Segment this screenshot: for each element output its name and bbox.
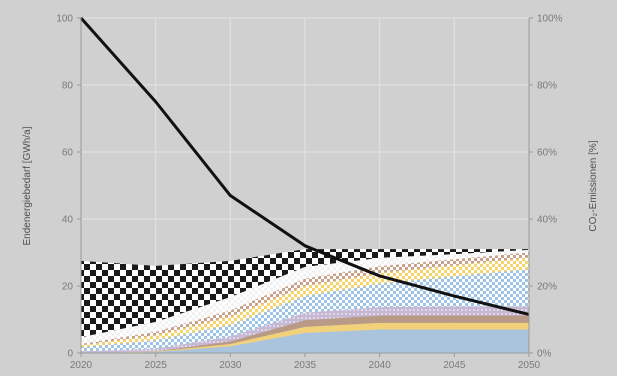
- area-series-5: [81, 269, 529, 352]
- y-tick-right: 100%: [537, 14, 563, 25]
- x-tick: 2035: [294, 360, 317, 371]
- y-tick-left: 0: [67, 349, 73, 360]
- area-series-2: [81, 322, 529, 353]
- area-series-8: [81, 249, 529, 344]
- y-axis-label-left: Endenergiebedarf [GWh/a]: [22, 126, 33, 245]
- y-axis-label-right: CO₂-Emissionen [%]: [588, 140, 599, 231]
- x-tick: 2040: [369, 360, 392, 371]
- y-tick-right: 40%: [537, 215, 557, 226]
- x-tick: 2020: [70, 360, 93, 371]
- y-tick-left: 100: [56, 14, 73, 25]
- y-tick-right: 60%: [537, 148, 557, 159]
- area-series-7: [81, 252, 529, 346]
- y-tick-left: 80: [62, 81, 74, 92]
- y-tick-right: 0%: [537, 349, 552, 360]
- x-tick: 2025: [145, 360, 168, 371]
- area-series-3: [81, 315, 529, 353]
- y-tick-right: 80%: [537, 81, 557, 92]
- area-series-6: [81, 257, 529, 348]
- y-tick-left: 20: [62, 282, 74, 293]
- x-tick: 2045: [443, 360, 466, 371]
- area-series-9: [81, 249, 529, 338]
- y-tick-right: 20%: [537, 282, 557, 293]
- area-series-1: [81, 329, 529, 353]
- co2-emissions-line: [79, 17, 530, 316]
- stacked-areas: [81, 249, 529, 353]
- x-tick: 2050: [518, 360, 541, 371]
- axes: [77, 17, 533, 357]
- y-tick-left: 40: [62, 215, 74, 226]
- y-tick-left: 60: [62, 148, 74, 159]
- co2-line-group: [79, 17, 530, 316]
- x-tick: 2030: [219, 360, 242, 371]
- area-series-4: [81, 306, 529, 353]
